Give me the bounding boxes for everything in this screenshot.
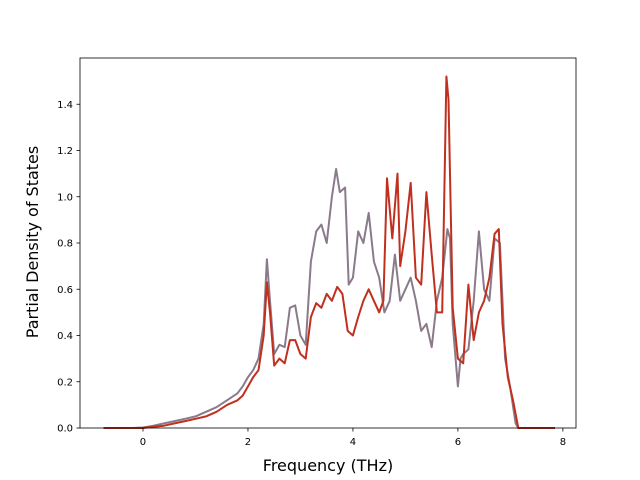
y-tick-label: 1.0 bbox=[57, 192, 73, 203]
x-tick-label: 6 bbox=[455, 437, 461, 448]
series-line-1 bbox=[103, 168, 555, 429]
x-tick-label: 8 bbox=[560, 437, 566, 448]
y-tick-label: 0.8 bbox=[57, 239, 73, 250]
y-tick-label: 0.2 bbox=[57, 377, 73, 388]
axis-ticks: 0 2 4 6 8 0.0 0.2 0.4 0.6 0.8 1.0 1.2 1.4 bbox=[57, 100, 566, 448]
y-axis-label: Partial Density of States bbox=[23, 146, 42, 338]
x-tick-label: 0 bbox=[140, 437, 146, 448]
x-axis-label: Frequency (THz) bbox=[263, 456, 393, 475]
plot-frame bbox=[79, 57, 577, 429]
y-tick-label: 0.0 bbox=[57, 424, 73, 435]
y-tick-label: 0.6 bbox=[57, 285, 73, 296]
y-tick-label: 1.2 bbox=[57, 146, 73, 157]
series-line-2 bbox=[103, 75, 555, 429]
x-tick-label: 2 bbox=[245, 437, 251, 448]
y-tick-label: 1.4 bbox=[57, 100, 73, 111]
x-tick-label: 4 bbox=[350, 437, 356, 448]
plot-lines bbox=[103, 75, 555, 429]
y-tick-label: 0.4 bbox=[57, 331, 73, 342]
